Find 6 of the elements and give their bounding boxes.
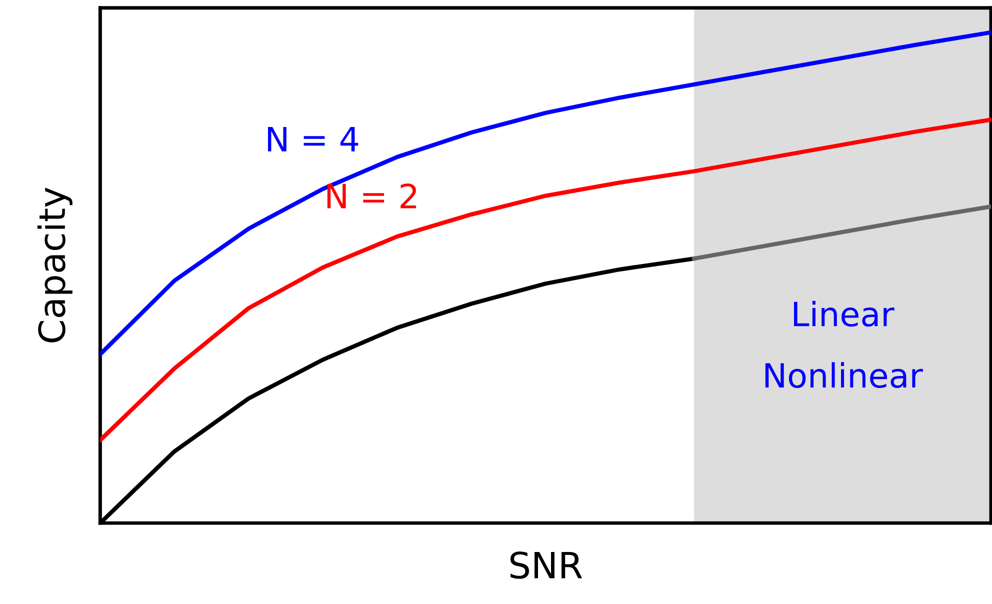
x-axis-title: SNR (510, 551, 582, 579)
series-label: N = 4 (268, 127, 358, 152)
annotation: Linear (794, 300, 894, 327)
annotation: Nonlinear (765, 362, 923, 388)
y-axis-title: Capacity (37, 188, 72, 342)
series-label: N = 2 (327, 183, 416, 208)
